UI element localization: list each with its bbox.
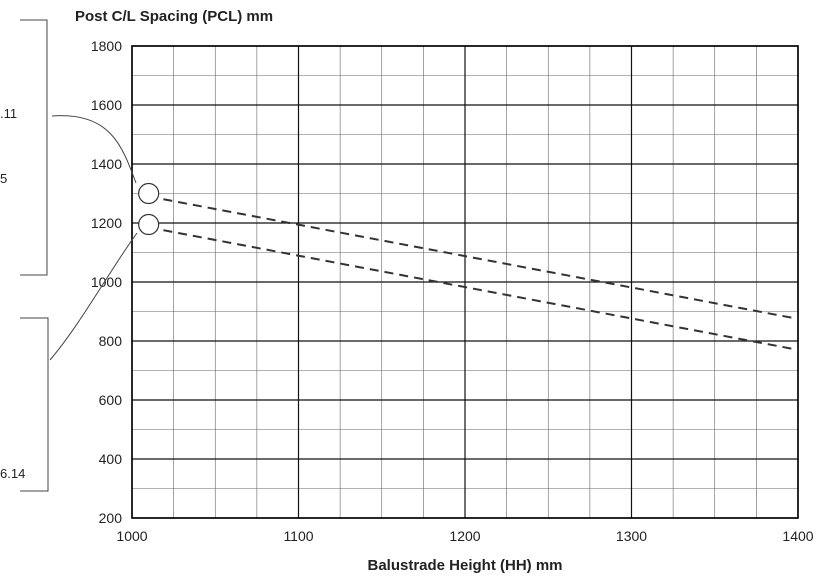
series-line-2	[148, 226, 799, 351]
x-tick-label: 1000	[116, 528, 147, 544]
chart-title: Post C/L Spacing (PCL) mm	[75, 8, 274, 25]
margin-fragment-1: .11	[0, 106, 18, 121]
margin-fragment-2: 5	[0, 171, 8, 186]
y-tick-label: 1600	[91, 97, 122, 113]
leader-curve-upper	[51, 115, 137, 184]
circled-point-1	[138, 182, 160, 205]
series-line-1	[148, 195, 799, 320]
y-tick-label: 400	[99, 451, 123, 467]
circled-point-2	[138, 213, 160, 236]
y-tick-label: 800	[99, 333, 123, 349]
margin-fragment-3: 6.14	[0, 466, 26, 481]
y-tick-label: 600	[99, 392, 123, 408]
upper-bracket	[20, 19, 48, 276]
x-tick-label: 1400	[782, 528, 813, 544]
lower-bracket	[20, 317, 49, 492]
x-tick-label: 1300	[616, 528, 647, 544]
y-tick-label: 1200	[91, 215, 122, 231]
x-axis-label: Balustrade Height (HH) mm	[367, 557, 563, 574]
x-tick-label: 1200	[449, 528, 480, 544]
y-tick-label: 200	[99, 510, 123, 526]
plot-frame	[131, 45, 799, 519]
y-tick-label: 1400	[91, 156, 122, 172]
x-tick-label: 1100	[283, 528, 313, 544]
leader-curve-lower	[49, 232, 138, 361]
y-tick-label: 1000	[91, 274, 122, 290]
y-tick-label: 1800	[91, 38, 122, 54]
